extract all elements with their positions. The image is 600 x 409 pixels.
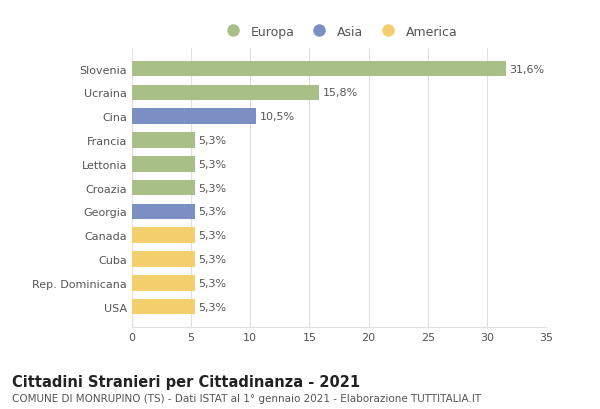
Text: 10,5%: 10,5% <box>260 112 295 122</box>
Text: 5,3%: 5,3% <box>198 183 226 193</box>
Bar <box>132 62 506 77</box>
Text: 5,3%: 5,3% <box>198 231 226 240</box>
Bar <box>132 133 194 148</box>
Text: 15,8%: 15,8% <box>322 88 358 98</box>
Text: 5,3%: 5,3% <box>198 254 226 264</box>
Bar <box>132 157 194 172</box>
Text: 5,3%: 5,3% <box>198 278 226 288</box>
Bar <box>132 180 194 196</box>
Text: Cittadini Stranieri per Cittadinanza - 2021: Cittadini Stranieri per Cittadinanza - 2… <box>12 374 360 389</box>
Text: 5,3%: 5,3% <box>198 136 226 146</box>
Text: 31,6%: 31,6% <box>509 65 544 74</box>
Bar <box>132 85 319 101</box>
Text: COMUNE DI MONRUPINO (TS) - Dati ISTAT al 1° gennaio 2021 - Elaborazione TUTTITAL: COMUNE DI MONRUPINO (TS) - Dati ISTAT al… <box>12 393 481 403</box>
Bar <box>132 252 194 267</box>
Text: 5,3%: 5,3% <box>198 207 226 217</box>
Bar <box>132 228 194 243</box>
Bar <box>132 204 194 220</box>
Text: 5,3%: 5,3% <box>198 160 226 169</box>
Bar <box>132 109 256 125</box>
Text: 5,3%: 5,3% <box>198 302 226 312</box>
Bar <box>132 275 194 291</box>
Legend: Europa, Asia, America: Europa, Asia, America <box>217 22 461 43</box>
Bar <box>132 299 194 315</box>
